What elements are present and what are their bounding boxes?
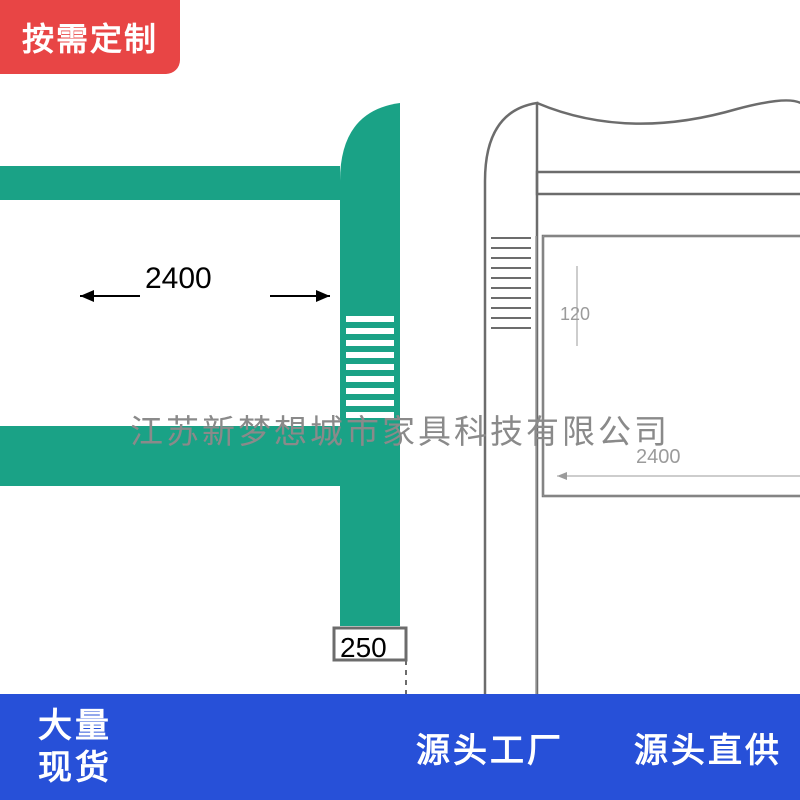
dim-base-width: 250	[340, 632, 387, 664]
footer-bar: 大量 现货 源头工厂 源头直供	[0, 694, 800, 800]
dim-right-inner-h: 120	[560, 304, 590, 325]
footer-left-line2: 现货	[38, 747, 112, 790]
footer-right-block: 源头工厂 源头直供	[150, 694, 800, 800]
dim-top-span: 2400	[145, 262, 212, 296]
diagram-canvas	[0, 76, 800, 694]
diagram-svg	[0, 76, 800, 694]
footer-right-1: 源头工厂	[416, 723, 564, 772]
badge-customize: 按需定制	[0, 0, 180, 74]
footer-left-block: 大量 现货	[0, 694, 150, 800]
footer-right-2: 源头直供	[634, 723, 782, 772]
dim-right-inner-w: 2400	[636, 446, 681, 469]
footer-left-line1: 大量	[38, 705, 112, 748]
